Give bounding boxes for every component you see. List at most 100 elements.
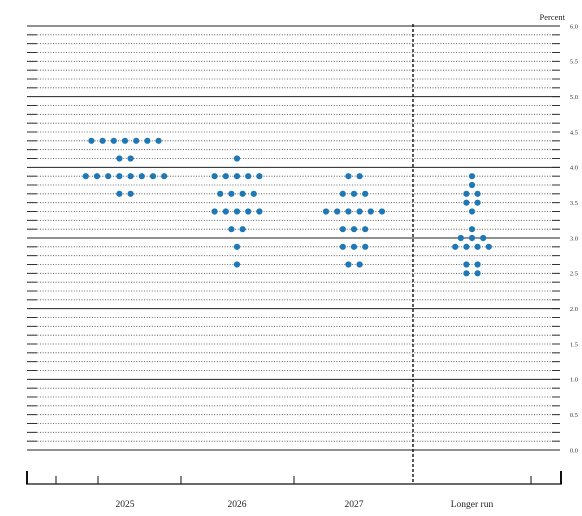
y-tick-label: 6.0 xyxy=(570,23,578,30)
participant-dot xyxy=(468,208,476,215)
participant-dot xyxy=(133,137,140,144)
participant-dot xyxy=(334,208,341,215)
participant-dot xyxy=(222,173,229,180)
participant-dot xyxy=(468,226,476,233)
participant-dot xyxy=(345,173,352,180)
y-axis-tick-labels: 0.0 0.5 1.0 1.5 2.0 2.5 3.0 3.5 4.0 4.5 5.0 5.5 6.0 xyxy=(570,23,578,454)
gridlines xyxy=(27,25,560,451)
participant-dot xyxy=(362,190,369,197)
participant-dot xyxy=(378,208,386,215)
participant-dot xyxy=(211,208,218,215)
participant-dot xyxy=(105,173,112,180)
participant-dot xyxy=(222,208,229,215)
participant-dot xyxy=(339,226,346,233)
participant-dot xyxy=(116,190,123,197)
participant-dot xyxy=(367,208,374,215)
participant-dot xyxy=(116,173,123,180)
participant-dot xyxy=(356,173,363,180)
participant-dot xyxy=(480,234,487,242)
participant-dot xyxy=(345,208,352,215)
participant-dot xyxy=(474,199,481,206)
participant-dot xyxy=(245,173,252,180)
y-tick-label: 0.0 xyxy=(570,447,578,454)
participant-dot xyxy=(362,243,369,250)
participant-dot xyxy=(138,173,145,180)
participant-dot xyxy=(474,270,481,277)
participant-dot xyxy=(356,261,363,268)
participant-dot xyxy=(239,226,246,233)
y-tick-label: 1.0 xyxy=(570,377,578,384)
participant-dot xyxy=(457,234,464,242)
participant-dot xyxy=(233,173,241,180)
participant-dot xyxy=(256,208,263,215)
participant-dot xyxy=(474,190,481,197)
participant-dot xyxy=(99,137,106,144)
x-axis-category-labels: 2025 2026 2027 Longer run xyxy=(116,500,494,510)
y-tick-label: 2.5 xyxy=(570,271,578,278)
participant-dot xyxy=(110,137,117,144)
y-tick-label: 2.0 xyxy=(570,306,578,313)
participant-dot xyxy=(468,234,476,242)
participant-dot xyxy=(228,190,235,197)
participant-dot xyxy=(345,261,352,268)
participant-dot xyxy=(155,137,162,144)
participant-dot xyxy=(452,243,459,250)
x-category-label: 2025 xyxy=(116,500,135,510)
participant-dot xyxy=(463,270,470,277)
participant-dot xyxy=(217,190,224,197)
participant-dot xyxy=(350,226,358,233)
y-tick-label: 4.0 xyxy=(570,165,578,172)
participant-dot xyxy=(233,155,241,162)
participant-dot xyxy=(350,190,358,197)
participant-dot xyxy=(350,243,358,250)
participant-dot xyxy=(144,137,151,144)
y-tick-label: 5.5 xyxy=(570,59,578,66)
participant-dot xyxy=(250,190,257,197)
participant-dot xyxy=(468,181,476,189)
participant-dot xyxy=(228,226,235,233)
participant-dot xyxy=(463,243,470,250)
participant-dot xyxy=(127,173,134,180)
participant-dot xyxy=(149,173,157,180)
participant-dot xyxy=(88,137,95,144)
participant-dot xyxy=(82,173,89,180)
participant-dot xyxy=(256,173,263,180)
participant-dot xyxy=(463,261,470,268)
participant-dot xyxy=(463,199,470,206)
y-tick-label: 3.0 xyxy=(570,235,578,242)
participant-dot xyxy=(233,261,241,268)
participant-dot xyxy=(239,190,246,197)
participant-dot xyxy=(474,243,481,250)
participant-dot xyxy=(233,208,241,215)
participant-dot xyxy=(127,190,134,197)
participant-dot xyxy=(468,173,476,180)
y-tick-label: 3.5 xyxy=(570,200,578,207)
participant-dot xyxy=(116,155,123,162)
participant-dot xyxy=(322,208,330,215)
participant-dot xyxy=(339,190,346,197)
participant-dot xyxy=(245,208,252,215)
x-category-label: 2026 xyxy=(228,500,247,510)
participant-dot xyxy=(233,243,241,250)
unit-label: Percent xyxy=(540,12,566,22)
participant-dot xyxy=(93,173,101,180)
x-category-label: 2027 xyxy=(345,500,364,510)
y-tick-label: 5.0 xyxy=(570,94,578,101)
participant-dot xyxy=(161,173,168,180)
x-category-label: Longer run xyxy=(451,500,494,510)
y-tick-label: 0.5 xyxy=(570,412,578,419)
participant-dot xyxy=(362,226,369,233)
y-tick-label: 1.5 xyxy=(570,341,578,348)
participant-dot xyxy=(339,243,346,250)
participant-dot xyxy=(127,155,134,162)
participant-dot xyxy=(211,173,218,180)
x-axis xyxy=(26,471,562,485)
y-tick-label: 4.5 xyxy=(570,129,578,136)
participant-dot xyxy=(356,208,363,215)
participant-dot xyxy=(474,261,481,268)
participant-dot xyxy=(485,243,492,250)
participant-dots xyxy=(82,137,492,277)
participant-dot xyxy=(121,137,129,144)
participant-dot xyxy=(463,190,470,197)
